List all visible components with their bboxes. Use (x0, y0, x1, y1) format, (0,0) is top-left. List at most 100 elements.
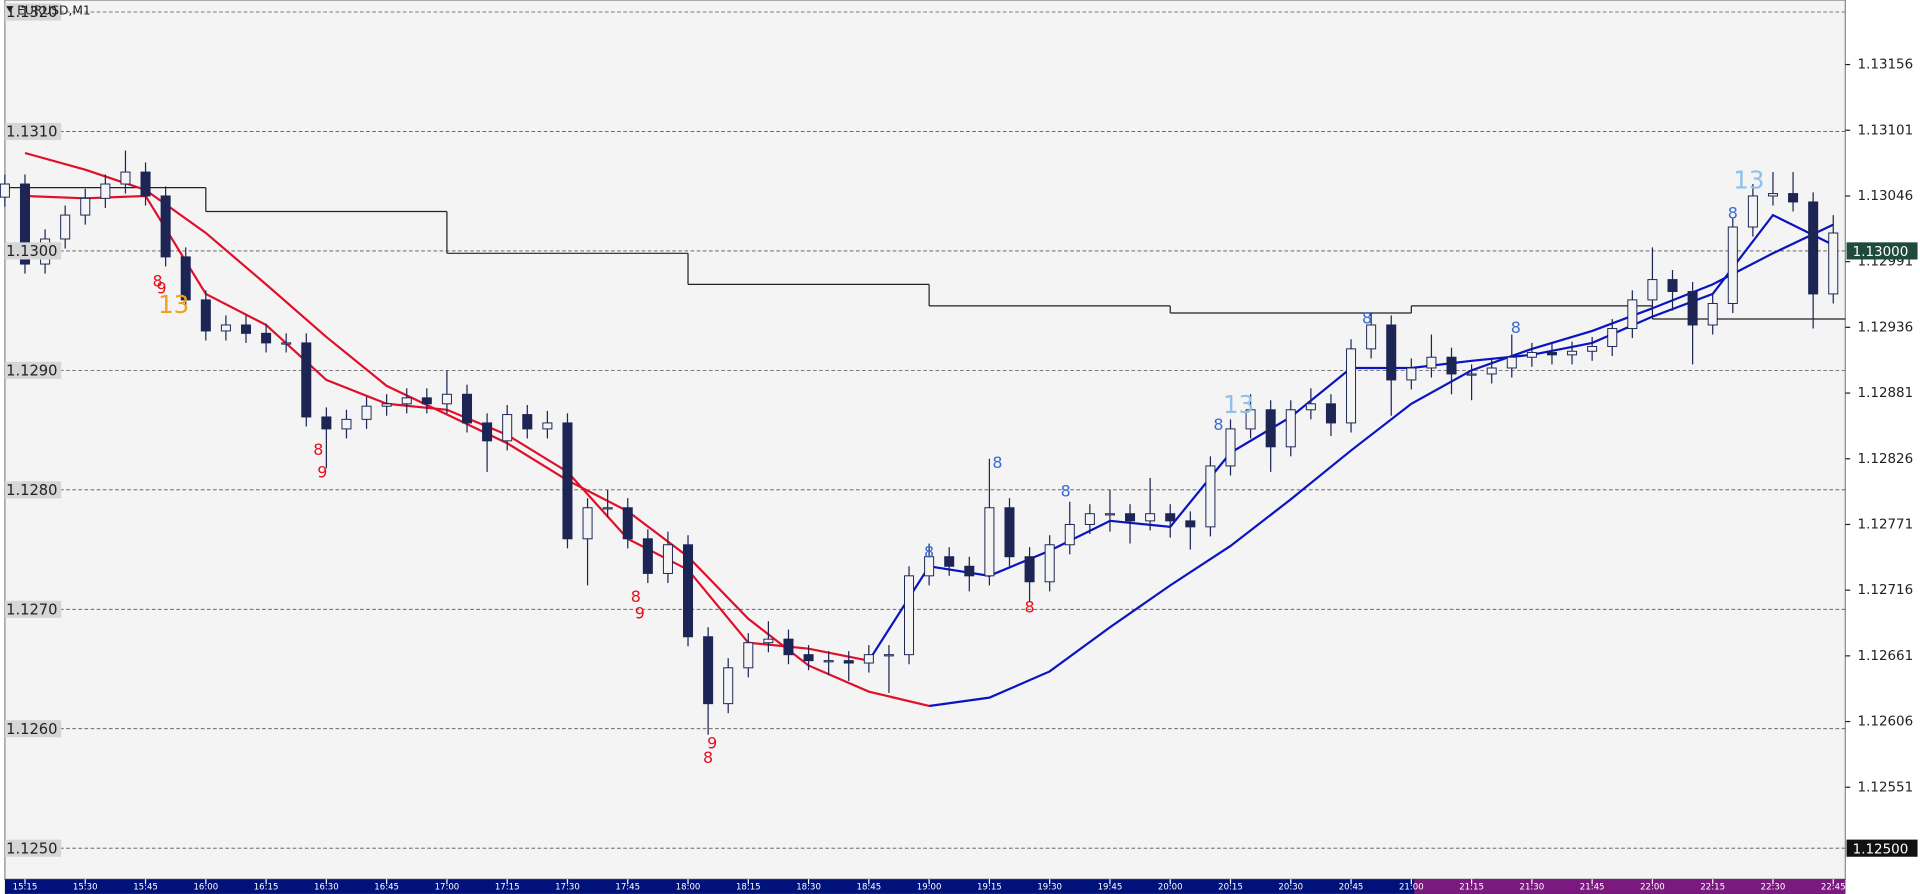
signal-label: 8 (1025, 598, 1035, 617)
y-tick-label: 1.1290 (6, 363, 57, 380)
candle-body (1687, 291, 1698, 326)
candle-body (1004, 507, 1015, 558)
y-tick-label-bg (4, 361, 62, 379)
chart-title: EURUSD,M1 (17, 4, 91, 18)
candle-body (1828, 232, 1839, 295)
candle-body (1727, 226, 1738, 304)
signal-label: 9 (317, 463, 327, 482)
candle-body (421, 397, 432, 405)
x-tick-label: 15:45 (133, 883, 158, 893)
x-tick-label: 16:30 (314, 883, 339, 893)
candle-body (703, 636, 714, 705)
x-tick-label: 17:45 (615, 883, 640, 893)
candle-body (321, 416, 332, 430)
candle-body (562, 422, 573, 540)
y-tick-label: 1.1250 (6, 840, 57, 857)
candle-body (1024, 556, 1035, 583)
candle-body (924, 556, 935, 577)
x-tick-label: 16:45 (374, 883, 399, 893)
title-arrow (6, 6, 14, 13)
candle-body (1426, 356, 1437, 369)
y-tick-label: 1.1300 (6, 243, 57, 260)
candle-body (140, 171, 151, 197)
candle-body (1044, 544, 1055, 583)
y2-tick-label: 1.12771 (1858, 517, 1914, 532)
x-tick-label: 15:15 (13, 883, 38, 893)
signal-label: 9 (707, 734, 717, 753)
x-tick-label: 18:00 (676, 883, 701, 893)
candle-body (120, 171, 131, 185)
candle-body (622, 507, 633, 540)
signal-label: 8 (1061, 482, 1071, 501)
candle-body (482, 422, 493, 442)
signal-label: 8 (924, 543, 934, 562)
candle-body (683, 544, 694, 638)
signal-label: 8 (1511, 318, 1521, 337)
candle-body (1406, 367, 1417, 381)
candle-body (341, 418, 352, 430)
candle-body (0, 183, 10, 198)
ma-line (24, 151, 930, 708)
x-tick-label: 20:45 (1339, 883, 1364, 893)
candle-body (220, 324, 231, 332)
candle-body (1225, 428, 1236, 467)
grid (4, 11, 1846, 849)
signal-label: 8 (1362, 309, 1372, 328)
signal-label: 8 (631, 587, 641, 606)
signal-label: 8 (313, 440, 323, 459)
labels: 1.1320 1.1310 1.1300 1.1290 1.1280 1.1270 1.12… (4, 3, 1918, 893)
x-tick-label: 19:15 (977, 883, 1002, 893)
candle-body (1466, 373, 1477, 376)
candle-body (180, 256, 191, 301)
candle-body (1808, 201, 1819, 295)
x-tick-label: 22:00 (1640, 883, 1665, 893)
candle-body (803, 654, 814, 662)
candle-body (401, 397, 412, 405)
signal-label: 8 (992, 453, 1002, 472)
candle-body (1627, 299, 1638, 330)
candle-body (1366, 324, 1377, 350)
y2-tick-label: 1.12551 (1858, 780, 1914, 795)
y2-tick-label: 1.13156 (1858, 58, 1914, 73)
x-tick-label: 22:15 (1700, 883, 1725, 893)
candle-body (1125, 513, 1136, 522)
x-tick-label: 19:30 (1037, 883, 1062, 893)
y2-tick-label: 1.12661 (1858, 649, 1914, 664)
y-tick-label: 1.1260 (6, 721, 57, 738)
candle-body (1165, 513, 1176, 522)
price-label: 1.12500 (1853, 842, 1909, 857)
price-label: 1.13000 (1853, 245, 1909, 260)
x-tick-label: 19:00 (917, 883, 942, 893)
candle-body (1386, 324, 1397, 381)
candle-body (1084, 513, 1095, 525)
plot-area (4, 0, 1846, 880)
y-tick-label: 1.1320 (6, 4, 57, 21)
candle-body (602, 507, 613, 510)
y2-tick-label: 1.12936 (1858, 320, 1914, 335)
x-tick-label: 18:45 (857, 883, 882, 893)
signal-label: 9 (157, 279, 167, 298)
candle-body (261, 332, 272, 344)
candle-body (1446, 356, 1457, 375)
candle-body (542, 422, 553, 430)
candle-body (441, 393, 452, 405)
candle-body (883, 654, 894, 657)
signal-label: 8 (703, 748, 713, 767)
candle-body (381, 403, 392, 407)
candle-body (240, 324, 252, 334)
candle-body (642, 538, 653, 574)
y2-tick-label: 1.12826 (1858, 452, 1914, 467)
candle-body (160, 195, 171, 258)
candle-body (1145, 513, 1156, 522)
candle-body (1747, 195, 1758, 228)
x-tick-label: 21:00 (1399, 883, 1424, 893)
candle-body (19, 183, 31, 265)
y-tick-label: 1.1270 (6, 602, 57, 619)
candle-body (281, 342, 292, 345)
candle-body (1667, 279, 1678, 293)
x-tick-label: 21:15 (1459, 883, 1484, 893)
candle-body (1788, 193, 1799, 203)
candle-body (301, 342, 312, 418)
